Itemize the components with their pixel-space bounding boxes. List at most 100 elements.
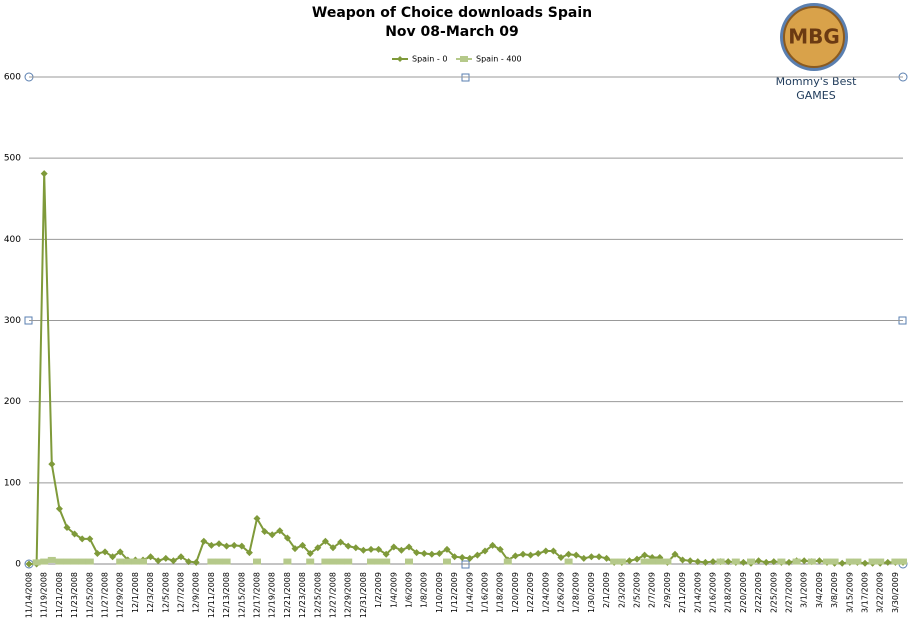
data-point (268, 531, 276, 539)
data-point (762, 558, 770, 566)
data-point (367, 558, 375, 565)
data-point (617, 558, 626, 565)
data-point (47, 556, 56, 563)
data-point (853, 558, 862, 565)
x-tick-label: 1/8/2009 (420, 572, 429, 608)
data-point (610, 558, 619, 565)
data-point (283, 534, 291, 542)
data-point (382, 550, 390, 558)
data-point (207, 558, 216, 565)
x-tick-label: 12/17/2008 (253, 572, 262, 618)
data-point (48, 460, 56, 468)
y-tick-label: 600 (4, 73, 21, 83)
x-tick-label: 2/27/2009 (785, 572, 794, 613)
data-point (777, 558, 786, 565)
x-tick-label: 11/23/2008 (70, 572, 79, 618)
x-tick-label: 3/8/2009 (830, 572, 839, 608)
data-point (375, 545, 383, 553)
data-point (731, 558, 740, 565)
data-point (663, 558, 672, 565)
data-point (428, 550, 436, 558)
data-point (352, 544, 360, 552)
data-point (671, 550, 679, 558)
x-tick-label: 3/4/2009 (815, 572, 824, 608)
data-point (230, 541, 238, 549)
logo: MBG Mommy's Best GAMES (776, 3, 857, 102)
data-point (78, 558, 87, 565)
data-point (109, 553, 117, 561)
data-point (861, 559, 869, 567)
data-point (306, 558, 315, 565)
x-tick-label: 1/6/2009 (405, 572, 414, 608)
data-point (336, 558, 345, 565)
data-point (625, 557, 633, 565)
x-tick-label: 3/17/2009 (861, 572, 870, 613)
chart-title: Weapon of Choice downloads Spain (312, 5, 592, 21)
data-point (709, 558, 717, 566)
data-point (648, 558, 657, 565)
x-tick-label: 1/28/2009 (572, 572, 581, 613)
data-point (25, 560, 33, 568)
x-tick-label: 2/16/2009 (709, 572, 718, 613)
x-tick-label: 12/1/2008 (131, 572, 140, 613)
data-point (405, 543, 413, 551)
data-point (185, 558, 193, 566)
data-point (200, 537, 208, 545)
data-point (78, 535, 86, 543)
data-point (701, 558, 709, 566)
data-point (503, 558, 512, 565)
data-point (572, 551, 580, 559)
data-point (549, 547, 557, 555)
data-point (868, 558, 877, 565)
data-point (891, 558, 900, 565)
data-point (71, 530, 79, 538)
x-tick-label: 3/15/2009 (845, 572, 854, 613)
x-tick-label: 12/3/2008 (146, 572, 155, 613)
legend-label: Spain - 400 (476, 55, 522, 64)
x-tick-label: 11/21/2008 (55, 572, 64, 618)
data-point (443, 558, 451, 565)
x-tick-label: 1/30/2009 (587, 572, 596, 613)
data-point (565, 550, 573, 558)
data-point (40, 170, 48, 178)
data-point (640, 558, 649, 565)
x-tick-label: 1/4/2009 (389, 572, 398, 608)
data-point (405, 558, 413, 565)
x-tick-label: 1/20/2009 (511, 572, 520, 613)
data-point (527, 551, 535, 559)
data-point (55, 558, 64, 565)
data-point (496, 545, 504, 553)
data-point (253, 515, 261, 523)
data-point (344, 558, 353, 565)
data-point (838, 559, 846, 567)
logo-disc (783, 6, 845, 68)
x-tick-label: 2/18/2009 (724, 572, 733, 613)
logo-text: MBG (788, 25, 840, 49)
x-tick-label: 12/27/2008 (329, 572, 338, 618)
data-point (603, 554, 611, 562)
x-tick-label: 2/20/2009 (739, 572, 748, 613)
data-point (823, 558, 831, 565)
data-point (63, 523, 71, 531)
x-tick-label: 12/23/2008 (298, 572, 307, 618)
legend-label: Spain - 0 (412, 55, 447, 64)
logo-line2: GAMES (796, 89, 835, 102)
data-point (633, 555, 641, 563)
x-tick-label: 3/30/2009 (891, 572, 900, 613)
x-tick-label: 2/9/2009 (663, 572, 672, 608)
data-point (564, 558, 573, 565)
data-point (534, 549, 542, 557)
data-point (785, 558, 793, 566)
data-point (397, 546, 405, 554)
data-point (321, 558, 330, 565)
data-point (747, 558, 755, 565)
data-point (830, 558, 839, 565)
data-point (63, 558, 71, 565)
x-tick-label: 2/7/2009 (648, 572, 657, 608)
data-point (123, 558, 132, 565)
data-point (367, 545, 375, 553)
x-tick-label: 12/19/2008 (268, 572, 277, 618)
x-tick-label: 12/7/2008 (177, 572, 186, 613)
